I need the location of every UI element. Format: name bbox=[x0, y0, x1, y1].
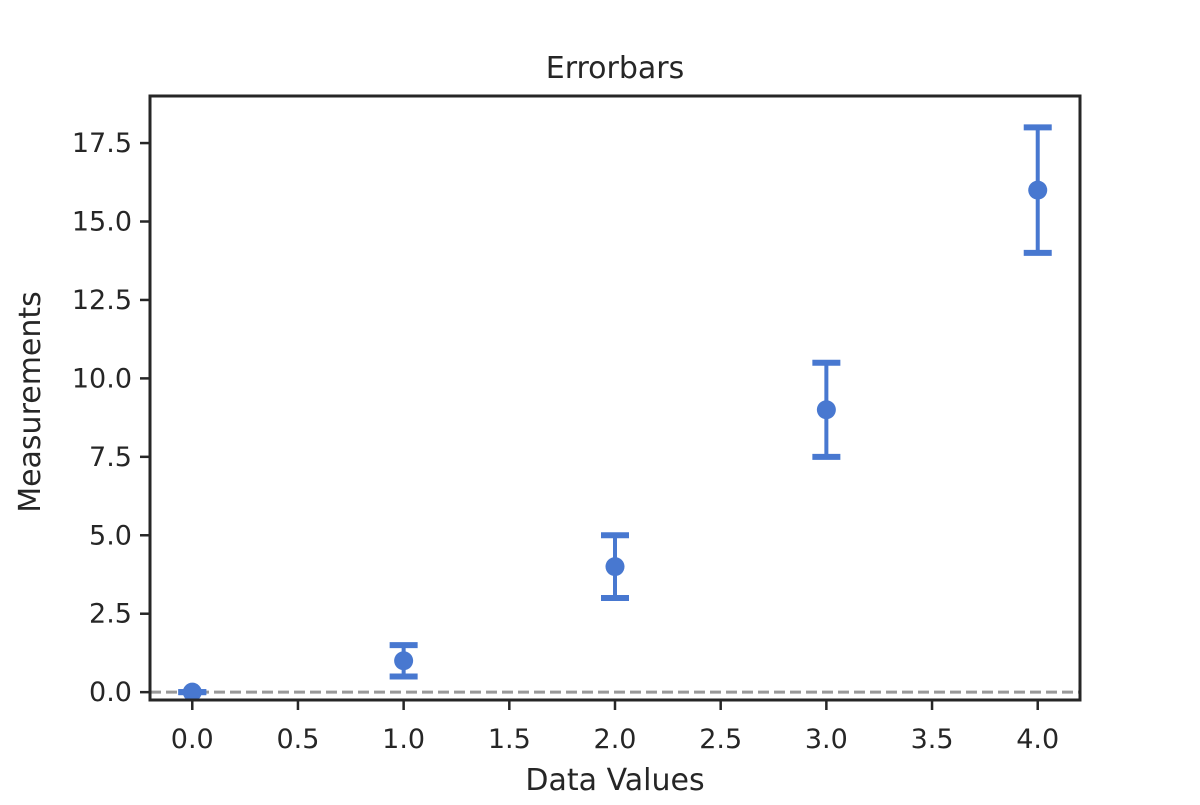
x-tick-label-4: 2.0 bbox=[594, 724, 637, 755]
axes-layer: 0.0 0.5 1.0 1.5 2.0 2.5 3.0 3.5 4.0 0.0 2.5 5.0 7.5 1… bbox=[72, 94, 1082, 755]
x-tick-label-7: 3.5 bbox=[911, 724, 954, 755]
x-tick-label-6: 3.0 bbox=[805, 724, 848, 755]
data-point-3 bbox=[816, 400, 836, 420]
x-tick-label-3: 1.5 bbox=[488, 724, 531, 755]
y-tick-label-6: 15.0 bbox=[72, 207, 132, 238]
y-tick-label-7: 17.5 bbox=[72, 128, 132, 159]
y-tick-label-3: 7.5 bbox=[89, 442, 132, 473]
y-tick-label-5: 12.5 bbox=[72, 285, 132, 316]
y-tick-label-4: 10.0 bbox=[72, 363, 132, 394]
data-point-4 bbox=[1028, 180, 1048, 200]
x-tick-label-8: 4.0 bbox=[1016, 724, 1059, 755]
data-point-1 bbox=[394, 651, 414, 671]
x-tick-label-1: 0.5 bbox=[276, 724, 319, 755]
x-axis-label: Data Values bbox=[525, 763, 704, 798]
data-point-2 bbox=[605, 557, 625, 577]
labels-layer: Errorbars Data Values Measurements bbox=[13, 51, 705, 798]
x-tick-label-5: 2.5 bbox=[699, 724, 742, 755]
x-tick-label-0: 0.0 bbox=[171, 724, 214, 755]
x-tick-label-2: 1.0 bbox=[382, 724, 425, 755]
y-tick-label-1: 2.5 bbox=[89, 599, 132, 630]
y-tick-label-0: 0.0 bbox=[89, 677, 132, 708]
plot-frame bbox=[148, 94, 1082, 702]
y-tick-label-2: 5.0 bbox=[89, 520, 132, 551]
data-point-0 bbox=[182, 682, 202, 702]
y-axis-label: Measurements bbox=[13, 291, 48, 513]
chart-title: Errorbars bbox=[546, 51, 685, 86]
marks-layer bbox=[150, 124, 1080, 702]
